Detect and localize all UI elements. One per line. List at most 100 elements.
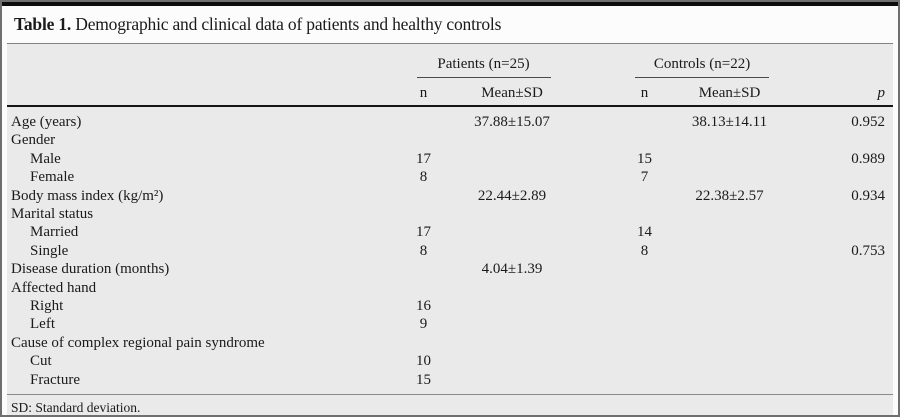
table-row: Cause of complex regional pain syndrome	[7, 334, 893, 352]
controls-meansd-header: Mean±SD	[672, 78, 787, 107]
controls-n-cell	[617, 297, 672, 315]
controls-meansd-cell	[672, 205, 787, 223]
controls-meansd-cell	[672, 279, 787, 297]
patients-meansd-cell	[452, 168, 572, 186]
controls-n-cell: 14	[637, 224, 652, 241]
row-label-cell: Married	[30, 224, 79, 241]
row-label-cell: Fracture	[30, 371, 80, 388]
controls-n-cell	[617, 315, 672, 333]
footnote-divider	[7, 394, 893, 396]
controls-n-cell	[617, 352, 672, 370]
gap-cell	[572, 279, 617, 297]
patients-n-header: n	[395, 78, 452, 107]
patients-meansd-cell	[452, 297, 572, 315]
p-value-cell	[787, 205, 893, 223]
group-header-row: Patients (n=25) Controls (n=22)	[7, 44, 893, 78]
patients-n-cell	[395, 260, 452, 278]
gap-cell	[572, 106, 617, 131]
p-value-cell: 0.753	[851, 242, 885, 259]
controls-n-cell	[617, 106, 672, 131]
patients-n-cell	[395, 334, 452, 352]
patients-meansd-cell	[452, 205, 572, 223]
row-label-cell: Cause of complex regional pain syndrome	[11, 334, 265, 351]
controls-meansd-cell	[672, 150, 787, 168]
patients-n-cell	[395, 205, 452, 223]
patients-n-cell: 9	[419, 316, 428, 333]
patients-meansd-cell	[452, 131, 572, 149]
p-value-cell	[787, 223, 893, 241]
patients-n-cell	[395, 106, 452, 131]
table-header: Patients (n=25) Controls (n=22) n Mean±S…	[7, 44, 893, 107]
controls-n-cell	[617, 334, 672, 352]
patients-meansd-cell	[452, 279, 572, 297]
p-value-cell	[787, 131, 893, 149]
gap-cell	[572, 131, 617, 149]
controls-n-cell: 8	[640, 242, 649, 259]
top-rule-divider	[2, 2, 898, 6]
table-row: Right 16	[7, 297, 893, 315]
controls-meansd-cell	[672, 315, 787, 333]
row-label-cell: Marital status	[11, 206, 94, 223]
p-value-cell: 0.934	[851, 187, 885, 204]
patients-meansd-cell: 4.04±1.39	[481, 261, 543, 278]
patients-n-cell: 17	[416, 150, 431, 167]
controls-n-cell: 15	[637, 150, 652, 167]
patients-n-cell: 8	[419, 169, 428, 186]
gap-cell	[572, 297, 617, 315]
controls-n-cell	[617, 187, 672, 205]
patients-n-cell: 17	[416, 224, 431, 241]
p-value-cell	[787, 334, 893, 352]
patients-n-cell	[395, 279, 452, 297]
patients-meansd-cell	[452, 371, 572, 389]
gap-cell	[572, 352, 617, 370]
p-value-header: p	[787, 78, 893, 107]
table-panel: Patients (n=25) Controls (n=22) n Mean±S…	[7, 43, 893, 416]
controls-meansd-cell	[672, 131, 787, 149]
row-label-cell: Gender	[11, 132, 56, 149]
table-row: Body mass index (kg/m²) 22.44±2.89 22.38±2…	[7, 187, 893, 205]
patients-meansd-cell	[452, 334, 572, 352]
controls-meansd-cell	[672, 168, 787, 186]
table-row: Gender	[7, 131, 893, 149]
table-row: Married 17 14	[7, 223, 893, 241]
controls-meansd-cell: 22.38±2.57	[695, 187, 764, 204]
patients-meansd-cell	[452, 150, 572, 168]
row-label-cell: Single	[30, 242, 69, 259]
controls-n-cell	[617, 260, 672, 278]
gap-cell	[572, 168, 617, 186]
table-row: Male 17 15 0.989	[7, 150, 893, 168]
gap-cell	[572, 260, 617, 278]
row-label-cell: Age (years)	[11, 114, 82, 130]
p-value-cell	[787, 352, 893, 370]
patients-meansd-header: Mean±SD	[452, 78, 572, 107]
controls-meansd-cell	[672, 371, 787, 389]
patients-meansd-cell	[452, 352, 572, 370]
table-number-label: Table 1.	[14, 14, 72, 34]
footnote-text: SD: Standard deviation.	[11, 400, 141, 416]
patients-n-cell: 8	[419, 242, 428, 259]
patients-group-header: Patients (n=25)	[416, 56, 551, 78]
gap-cell	[572, 242, 617, 260]
patients-meansd-cell	[452, 242, 572, 260]
table-body: Age (years) 37.88±15.07 38.13±14.11 0.952 Ge…	[7, 106, 893, 389]
p-value-cell	[787, 315, 893, 333]
p-value-cell	[787, 371, 893, 389]
p-value-cell: 0.989	[851, 150, 885, 167]
table-row: Marital status	[7, 205, 893, 223]
gap-cell	[572, 334, 617, 352]
p-value-cell	[787, 279, 893, 297]
gap-cell	[572, 205, 617, 223]
gap-cell	[572, 150, 617, 168]
patients-n-cell: 10	[416, 353, 431, 370]
p-value-cell	[787, 260, 893, 278]
row-label-cell: Left	[30, 316, 55, 333]
controls-meansd-cell	[672, 352, 787, 370]
controls-meansd-cell	[672, 297, 787, 315]
p-value-cell	[787, 168, 893, 186]
table-row: Affected hand	[7, 279, 893, 297]
table-row: Single 8 8 0.753	[7, 242, 893, 260]
row-label-cell: Affected hand	[11, 279, 97, 296]
table-row: Cut 10	[7, 352, 893, 370]
table-caption-text: Demographic and clinical data of patient…	[75, 14, 502, 34]
